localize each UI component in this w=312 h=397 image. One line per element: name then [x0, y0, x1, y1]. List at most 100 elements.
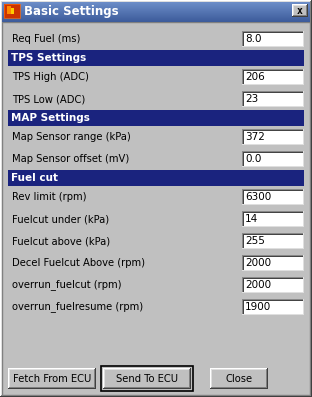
Bar [292, 4, 308, 5]
Bar [8, 50, 304, 66]
Bar [242, 84, 304, 85]
Bar [1, 1, 2, 396]
Bar [306, 5, 307, 16]
Bar [9, 369, 10, 388]
Bar [242, 233, 304, 249]
Bar [243, 92, 303, 93]
Bar [101, 366, 193, 391]
Text: Fetch From ECU: Fetch From ECU [13, 374, 91, 384]
Bar [11, 8, 14, 14]
Bar [2, 14, 310, 15]
Bar [242, 189, 304, 190]
Bar [303, 299, 304, 315]
Bar [1, 395, 311, 396]
Bar [303, 91, 304, 107]
Bar [303, 189, 304, 205]
Bar [2, 17, 310, 18]
Bar [242, 277, 304, 293]
Text: Close: Close [226, 374, 252, 384]
Bar [242, 106, 304, 107]
Bar [242, 314, 304, 315]
Bar [292, 4, 293, 17]
Bar [307, 4, 308, 17]
Text: Decel Fuelcut Above (rpm): Decel Fuelcut Above (rpm) [12, 258, 145, 268]
Bar [243, 234, 303, 235]
Bar [0, 0, 312, 1]
Bar [2, 8, 310, 9]
Text: overrun_fuelcut (rpm): overrun_fuelcut (rpm) [12, 279, 121, 291]
Bar [94, 369, 95, 388]
Text: Map Sensor range (kPa): Map Sensor range (kPa) [12, 132, 131, 142]
Bar [189, 369, 190, 388]
Bar [0, 0, 1, 397]
Bar [9, 387, 95, 388]
Bar [242, 233, 243, 249]
Bar [243, 32, 244, 46]
Text: TPS Low (ADC): TPS Low (ADC) [12, 94, 85, 104]
Bar [9, 369, 95, 370]
Bar [210, 368, 211, 389]
Bar [2, 5, 310, 6]
Bar [242, 31, 304, 47]
Bar [2, 18, 310, 19]
Bar [303, 255, 304, 271]
Bar [211, 369, 267, 370]
Bar [103, 368, 191, 389]
Bar [242, 166, 304, 167]
Bar [242, 31, 243, 47]
Bar [243, 278, 244, 292]
Bar [104, 369, 105, 388]
Bar [2, 3, 310, 4]
Bar [103, 368, 191, 369]
Bar [242, 46, 304, 47]
Bar [2, 10, 310, 11]
Bar [292, 4, 308, 17]
Bar [210, 388, 268, 389]
Text: MAP Settings: MAP Settings [11, 113, 90, 123]
Bar [242, 270, 304, 271]
Bar [1, 1, 311, 2]
Bar [242, 255, 304, 256]
Bar [242, 248, 304, 249]
Bar [2, 7, 310, 8]
Bar [2, 13, 310, 14]
Bar [242, 189, 304, 205]
Bar [243, 152, 303, 153]
Bar [243, 212, 244, 226]
Bar [242, 211, 304, 227]
Text: 1900: 1900 [245, 302, 271, 312]
Bar [104, 387, 190, 388]
Bar [190, 368, 191, 389]
Bar [8, 110, 304, 126]
Bar [242, 255, 243, 271]
Bar [242, 31, 304, 32]
Text: Basic Settings: Basic Settings [24, 6, 119, 19]
Bar [242, 91, 243, 107]
Bar [243, 32, 303, 33]
Text: Rev limit (rpm): Rev limit (rpm) [12, 192, 86, 202]
Bar [303, 233, 304, 249]
Bar [292, 16, 308, 17]
Bar [8, 368, 96, 389]
Bar [7, 6, 11, 14]
Bar [303, 151, 304, 167]
Bar [243, 130, 244, 144]
Bar [2, 12, 310, 13]
Text: TPS High (ADC): TPS High (ADC) [12, 72, 89, 82]
Text: 255: 255 [245, 236, 265, 246]
Text: Fuel cut: Fuel cut [11, 173, 58, 183]
Text: Fuelcut under (kPa): Fuelcut under (kPa) [12, 214, 109, 224]
Text: 6300: 6300 [245, 192, 271, 202]
Bar [242, 91, 304, 92]
Bar [242, 129, 304, 145]
Bar [2, 21, 310, 22]
Bar [242, 299, 243, 315]
Bar [243, 212, 303, 213]
Text: 2000: 2000 [245, 258, 271, 268]
Bar [243, 152, 244, 166]
Bar [243, 256, 303, 257]
Text: 8.0: 8.0 [245, 34, 261, 44]
Bar [103, 388, 191, 389]
Bar [242, 299, 304, 315]
Bar [242, 211, 304, 212]
